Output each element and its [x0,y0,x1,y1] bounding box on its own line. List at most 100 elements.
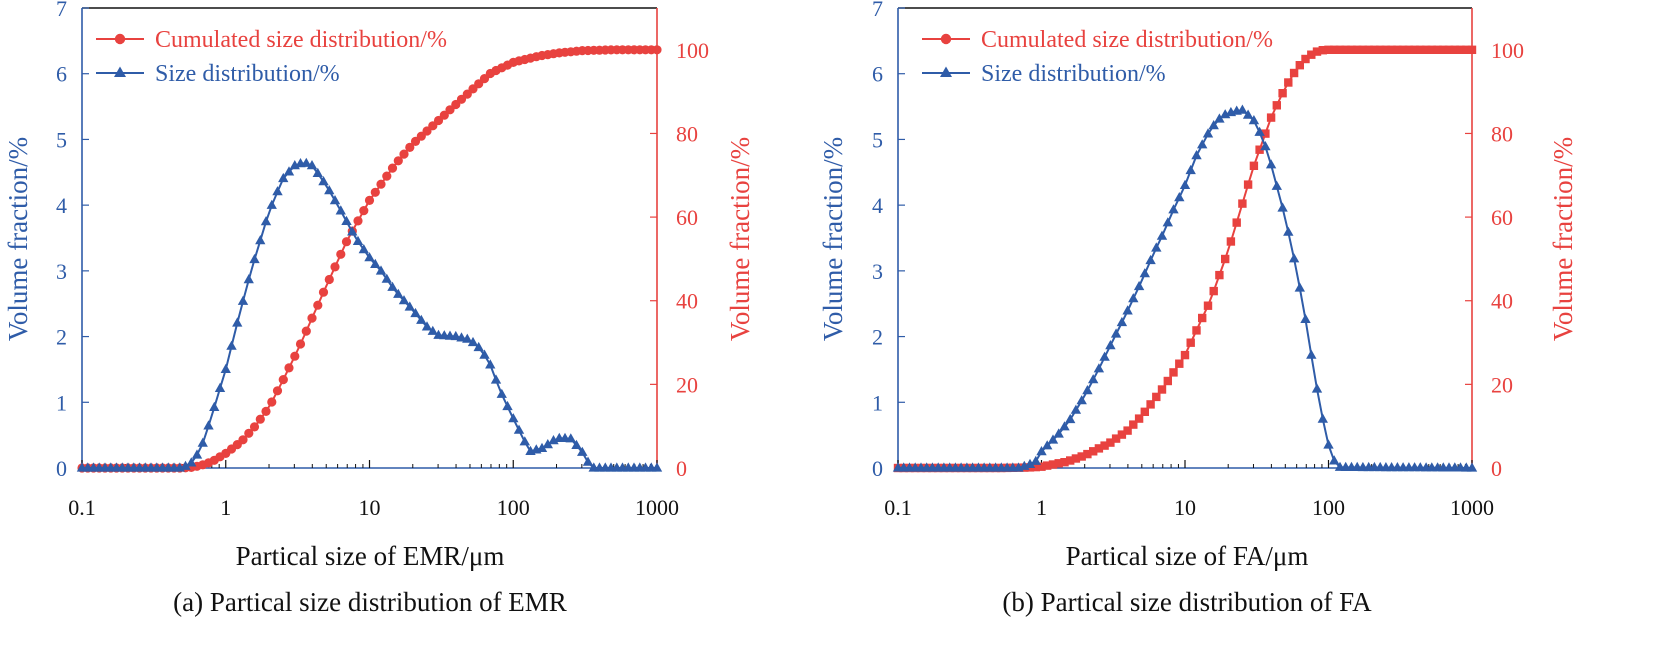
data-point-size-a [232,317,243,327]
data-point-size-a [370,258,381,268]
data-point-size-a [485,359,496,369]
data-point-cumulated-b [1129,420,1138,429]
data-point-cumulated-a [249,422,260,432]
data-point-cumulated-b [1077,452,1086,461]
data-point-cumulated-a [324,274,334,285]
legend-marker-cumulated-a [114,33,126,45]
data-point-cumulated-b [1318,46,1327,55]
data-point-cumulated-a [439,110,449,120]
x-tick-label-a: 1000 [635,495,679,520]
data-point-size-b [1116,316,1128,327]
legend-marker-size-b [940,66,952,77]
data-point-cumulated-b [1243,180,1253,189]
data-point-size-b [1254,126,1265,136]
data-point-cumulated-a [405,142,415,152]
data-point-cumulated-b [1439,45,1448,54]
y-left-tick-label-b: 2 [872,325,883,350]
data-point-size-a [421,321,433,331]
data-point-cumulated-b [1071,454,1081,463]
x-tick-label-b: 1000 [1450,495,1494,520]
data-point-size-a [249,253,260,264]
data-point-cumulated-b [1266,113,1276,122]
x-tick-label-a: 100 [497,495,530,520]
data-point-size-a [496,388,507,398]
data-point-size-a [536,442,548,452]
data-point-cumulated-b [1467,45,1477,54]
data-point-size-a [278,172,289,183]
data-point-size-a [456,332,467,342]
data-point-cumulated-b [1180,350,1190,360]
data-point-size-a [306,160,318,170]
data-point-size-b [1030,455,1041,465]
y-left-tick-label-b: 3 [872,259,883,284]
data-point-size-a [502,400,513,411]
data-point-size-b [1082,385,1093,395]
data-point-cumulated-b [1272,101,1281,110]
data-point-size-a [186,457,197,467]
data-point-cumulated-b [1203,301,1213,310]
data-point-size-b [1139,268,1150,278]
data-point-size-a [450,330,461,341]
data-point-size-b [1110,328,1122,338]
data-point-size-a [467,336,479,347]
legend-label-size-b: Size distribution/% [981,61,1166,87]
data-point-cumulated-b [1381,45,1391,54]
data-point-cumulated-b [1278,89,1287,98]
data-point-cumulated-b [1416,45,1425,54]
x-tick-label-b: 10 [1174,495,1196,520]
data-point-size-b [1179,179,1191,189]
data-point-size-a [301,157,312,167]
data-point-size-a [197,437,208,447]
data-point-cumulated-b [1284,78,1293,87]
chart-panel-b: 0.1 1 10 100 1000 0 1 2 3 4 5 6 7 0 20 40 60 80 100 Volume… [818,0,1578,617]
data-point-size-b [1300,313,1311,323]
legend-item-cumulated-a: Cumulated size distribution/% [96,27,447,53]
legend-b: Cumulated size distribution/% Size distr… [922,27,1273,87]
data-point-size-b [1466,462,1478,472]
data-point-size-a [283,166,295,176]
data-point-size-a [352,235,364,245]
data-point-cumulated-b [1054,459,1063,468]
x-tick-label-a: 10 [359,495,381,520]
data-point-size-a [508,413,519,423]
data-point-size-b [1168,204,1179,214]
data-point-size-a [318,176,329,186]
data-point-cumulated-b [1031,462,1040,472]
data-point-size-a [203,420,214,430]
ylabel-right-a: Volume fraction/% [725,137,755,341]
data-point-size-b [1306,349,1317,359]
data-point-cumulated-b [1226,237,1236,246]
data-point-size-a [364,252,375,262]
data-point-size-b [1128,293,1139,303]
data-point-size-b [1053,428,1064,438]
data-point-size-b [1093,363,1105,373]
data-point-cumulated-b [1261,129,1270,138]
data-point-cumulated-b [1289,68,1299,78]
data-point-cumulated-b [1353,45,1362,54]
data-point-cumulated-a [307,313,317,323]
data-point-cumulated-a [313,300,323,310]
data-point-cumulated-b [1152,392,1161,402]
data-point-cumulated-b [1083,449,1092,459]
data-point-cumulated-b [1307,50,1316,59]
data-point-size-b [1145,254,1156,265]
plot-area-b: 0.1 1 10 100 1000 0 1 2 3 4 5 6 7 0 20 40 60 80 100 [872,0,1524,520]
data-point-size-a [324,185,335,195]
x-tick-label-b: 1 [1036,495,1047,520]
data-point-cumulated-a [382,171,392,181]
data-point-cumulated-b [1198,313,1207,323]
data-point-size-b [1311,383,1323,393]
data-point-cumulated-b [1301,54,1310,64]
data-point-size-b [1214,113,1225,123]
data-point-cumulated-b [1192,326,1201,335]
data-point-cumulated-b [1186,338,1195,347]
caption-b: (b) Partical size distribution of FA [1002,587,1372,617]
data-point-size-a [243,274,254,284]
data-point-cumulated-b [1421,45,1431,54]
y-right-tick-label-b: 20 [1491,372,1513,397]
data-point-cumulated-b [1221,254,1230,264]
data-point-size-a [651,462,663,472]
data-point-size-b [1277,202,1288,212]
data-point-size-b [1036,446,1047,456]
y-left-tick-label-b: 7 [872,0,883,21]
